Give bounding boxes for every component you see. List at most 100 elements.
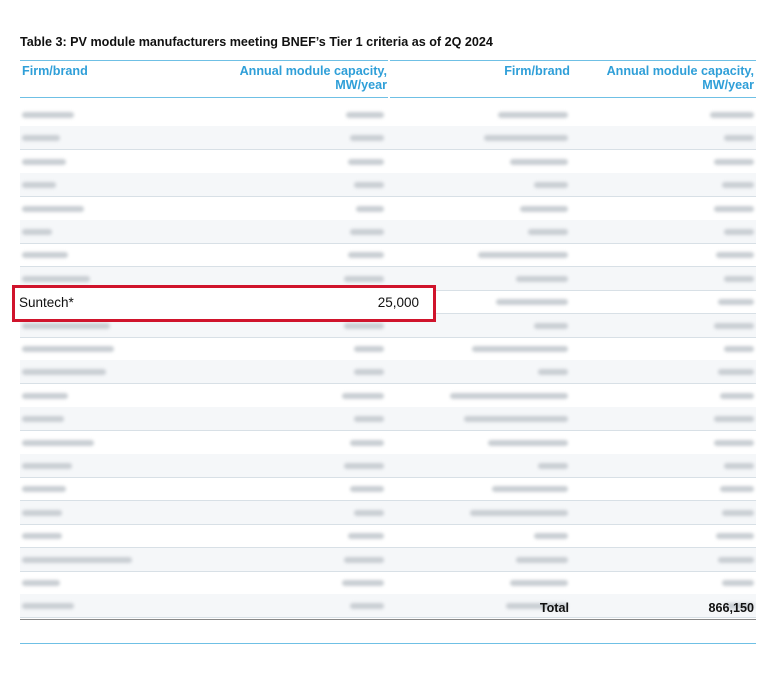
header-top-rule (20, 60, 388, 61)
redacted-cell (342, 580, 384, 586)
redacted-cell (350, 229, 384, 235)
table-row (20, 571, 756, 595)
redacted-cell (356, 205, 384, 212)
redacted-cell (484, 135, 568, 142)
redacted-cell (714, 205, 754, 212)
table-row (20, 173, 756, 198)
column-header-capacity-right-line1: Annual module capacity, (606, 64, 754, 78)
table-title: Table 3: PV module manufacturers meeting… (20, 35, 493, 49)
redacted-cell (724, 603, 754, 610)
redacted-cell (354, 346, 384, 352)
redacted-cell (342, 392, 384, 399)
table-row (20, 500, 756, 525)
table-row (20, 477, 756, 502)
column-header-capacity-right-line2: MW/year (702, 78, 754, 92)
table-row (20, 407, 756, 432)
table-row (20, 594, 756, 619)
table-row (20, 103, 756, 127)
column-header-capacity-left: Annual module capacity, MW/year (200, 64, 387, 92)
header-top-rule (390, 60, 756, 61)
redacted-cell (520, 205, 568, 212)
table-row (20, 454, 756, 478)
redacted-cell (354, 182, 384, 189)
redacted-cell (354, 509, 384, 516)
redacted-cell (22, 392, 68, 399)
redacted-cell (22, 275, 90, 282)
highlighted-row: Suntech* 25,000 (12, 285, 436, 322)
table-row (20, 243, 756, 268)
redacted-cell (22, 369, 106, 376)
redacted-cell (22, 229, 52, 235)
redacted-cell (724, 346, 754, 352)
redacted-cell (22, 509, 62, 516)
total-label: Total (539, 601, 569, 615)
redacted-cell (724, 275, 754, 282)
redacted-cell (22, 205, 84, 212)
column-header-capacity-right: Annual module capacity, MW/year (580, 64, 754, 92)
redacted-cell (718, 299, 754, 306)
redacted-cell (348, 158, 384, 165)
redacted-cell (348, 533, 384, 540)
redacted-cell (534, 182, 568, 189)
redacted-cell (510, 580, 568, 586)
redacted-cell (714, 322, 754, 329)
redacted-cell (496, 299, 568, 306)
redacted-cell (348, 252, 384, 259)
table-row (20, 150, 756, 174)
redacted-cell (720, 392, 754, 399)
redacted-cell (22, 158, 66, 165)
redacted-cell (22, 486, 66, 493)
total-rule (20, 619, 756, 620)
redacted-cell (350, 439, 384, 446)
redacted-cell (528, 229, 568, 235)
redacted-cell (498, 112, 568, 118)
highlighted-firm-name: Suntech* (19, 295, 74, 310)
redacted-cell (22, 603, 74, 610)
redacted-cell (534, 322, 568, 329)
table-row (20, 337, 756, 361)
table-row (20, 360, 756, 385)
redacted-cell (22, 135, 60, 142)
redacted-cell (22, 112, 74, 118)
column-header-capacity-left-line2: MW/year (335, 78, 387, 92)
redacted-cell (714, 439, 754, 446)
redacted-cell (538, 369, 568, 376)
redacted-cell (722, 580, 754, 586)
redacted-cell (22, 346, 114, 352)
column-header-firm-right-label: Firm/brand (504, 64, 570, 78)
redacted-cell (464, 416, 568, 423)
redacted-cell (22, 322, 110, 329)
table-row (20, 220, 756, 244)
redacted-cell (714, 416, 754, 423)
redacted-cell (538, 463, 568, 469)
column-header-capacity-left-line1: Annual module capacity, (239, 64, 387, 78)
table-row (20, 197, 756, 221)
redacted-cell (516, 556, 568, 563)
redacted-cell (718, 556, 754, 563)
column-header-firm-right: Firm/brand (430, 64, 570, 78)
table-row (20, 384, 756, 408)
header-bottom-rule (390, 97, 756, 98)
redacted-cell (722, 182, 754, 189)
redacted-cell (22, 580, 60, 586)
redacted-cell (714, 158, 754, 165)
redacted-cell (492, 486, 568, 493)
table-row (20, 547, 756, 572)
redacted-cell (718, 369, 754, 376)
header-bottom-rule (20, 97, 388, 98)
highlighted-capacity-value: 25,000 (377, 295, 419, 310)
redacted-cell (22, 463, 72, 469)
redacted-cell (472, 346, 568, 352)
redacted-cell (450, 392, 568, 399)
table-bottom-rule (20, 643, 756, 644)
redacted-cell (22, 439, 94, 446)
redacted-cell (22, 533, 62, 540)
redacted-cell (478, 252, 568, 259)
redacted-cell (716, 533, 754, 540)
redacted-cell (720, 486, 754, 493)
redacted-cell (506, 603, 568, 610)
total-value: 866,150 (708, 601, 754, 615)
redacted-cell (350, 135, 384, 142)
redacted-cell (344, 556, 384, 563)
redacted-cell (344, 322, 384, 329)
